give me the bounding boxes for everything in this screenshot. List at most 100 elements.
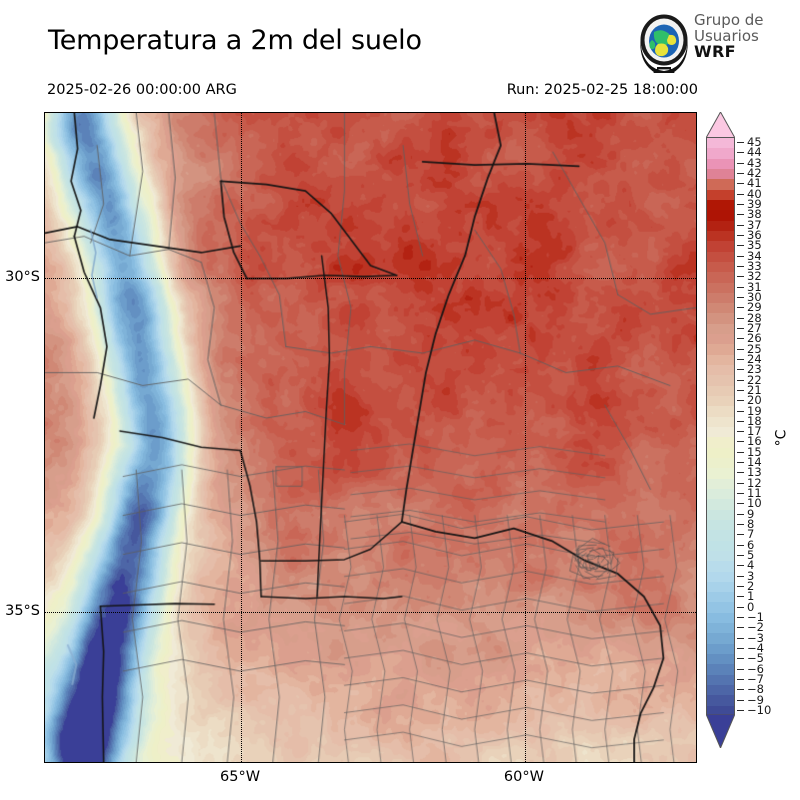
colorbar-tick-label: 21 (747, 382, 762, 397)
colorbar-segment (707, 695, 734, 707)
colorbar-tick-mark (737, 524, 744, 526)
longitude-gridline (241, 113, 243, 762)
colorbar-tick-label: 7 (747, 527, 755, 542)
map-plot-area[interactable] (44, 112, 697, 763)
colorbar-tick-label: 40 (747, 186, 762, 201)
colorbar-tick-label: 41 (747, 176, 762, 191)
colorbar-tick-mark (737, 668, 744, 670)
run-time-label: Run: 2025-02-25 18:00:00 (506, 82, 698, 98)
colorbar-tick-mark (737, 534, 744, 536)
colorbar-tick-label: 12 (747, 475, 762, 490)
colorbar-tick-label: 45 (747, 135, 762, 150)
colorbar-tick-mark (737, 296, 744, 298)
colorbar-units-label: °C (773, 429, 790, 447)
colorbar-segment (707, 292, 734, 304)
colorbar-segment (707, 633, 734, 645)
colorbar-tick-label: 14 (747, 455, 762, 470)
colorbar-segment (707, 561, 734, 573)
colorbar-tick-mark (737, 503, 744, 505)
colorbar-tick-mark (737, 245, 744, 247)
colorbar-segment (707, 602, 734, 614)
colorbar-tick-mark (737, 255, 744, 257)
colorbar-segment (707, 220, 734, 232)
colorbar-tick-label: 37 (747, 217, 762, 232)
colorbar-tick-label: −2 (747, 620, 764, 635)
colorbar-tick-label: 28 (747, 310, 762, 325)
colorbar-tick-label: 31 (747, 279, 762, 294)
colorbar-tick-mark (737, 627, 744, 629)
colorbar-tick-mark (737, 204, 744, 206)
colorbar-tick-label: 10 (747, 496, 762, 511)
colorbar-segment (707, 457, 734, 469)
colorbar-tick-mark (737, 193, 744, 195)
colorbar-over-arrow-icon (706, 112, 735, 138)
colorbar-tick-label: 17 (747, 424, 762, 439)
colorbar-tick-mark (737, 286, 744, 288)
colorbar-segment (707, 334, 734, 345)
colorbar-tick-mark (737, 658, 744, 660)
latitude-tick-label: 30°S (5, 269, 40, 286)
colorbar-segment (707, 416, 734, 428)
colorbar-tick-mark (737, 338, 744, 340)
colorbar-tick-label: −1 (747, 609, 764, 624)
colorbar-tick-mark (737, 369, 744, 371)
colorbar-tick-label: 11 (747, 486, 762, 501)
colorbar-tick-label: 34 (747, 248, 762, 263)
colorbar-segment (707, 478, 734, 490)
longitude-gridline (524, 113, 526, 762)
colorbar-segment (707, 664, 734, 676)
colorbar-segment (707, 168, 734, 180)
colorbar-segment (707, 323, 734, 335)
colorbar-tick-label: 0 (747, 599, 755, 614)
colorbar-segment (707, 261, 734, 273)
colorbar-segment (707, 210, 734, 222)
colorbar-segment (707, 654, 734, 665)
colorbar-tick-mark (737, 214, 744, 216)
colorbar-tick-mark (737, 235, 744, 237)
colorbar-segment (707, 519, 734, 531)
colorbar-segment (707, 354, 734, 366)
colorbar-tick-mark (737, 431, 744, 433)
colorbar-tick-mark (737, 493, 744, 495)
colorbar-tick-mark (737, 317, 744, 319)
colorbar-tick-label: 4 (747, 558, 755, 573)
colorbar-tick-mark (737, 575, 744, 577)
colorbar-tick-mark (737, 162, 744, 164)
colorbar-segment (707, 313, 734, 325)
colorbar-tick-label: 27 (747, 320, 762, 335)
colorbar-segment (707, 530, 734, 542)
colorbar-segment (707, 189, 734, 201)
colorbar-tick-mark (737, 389, 744, 391)
colorbar-tick-mark (737, 462, 744, 464)
colorbar-tick-mark (737, 420, 744, 422)
colorbar-tick-label: 25 (747, 341, 762, 356)
logo-line-3: WRF (694, 42, 736, 61)
colorbar-segment (707, 365, 734, 376)
colorbar-segment (707, 447, 734, 459)
colorbar-tick-label: 44 (747, 145, 762, 160)
logo-line-1: Grupo de (694, 11, 764, 29)
colorbar-segment (707, 550, 734, 562)
colorbar-tick-mark (737, 266, 744, 268)
colorbar-tick-label: 36 (747, 228, 762, 243)
colorbar-tick-mark (737, 441, 744, 443)
latitude-gridline (45, 278, 696, 280)
colorbar-segment (707, 592, 734, 604)
colorbar-tick-label: 8 (747, 517, 755, 532)
colorbar-segment (707, 509, 734, 521)
colorbar-tick-label: 32 (747, 269, 762, 284)
colorbar-gradient (706, 137, 735, 715)
colorbar-tick-mark (737, 183, 744, 185)
colorbar-tick-label: 19 (747, 403, 762, 418)
colorbar-tick-mark (737, 224, 744, 226)
colorbar-tick-label: −8 (747, 682, 764, 697)
colorbar-tick-mark (737, 152, 744, 154)
colorbar-segment (707, 385, 734, 397)
colorbar-tick-label: −7 (747, 671, 764, 686)
colorbar-tick-label: 38 (747, 207, 762, 222)
colorbar-tick-mark (737, 472, 744, 474)
colorbar-segment (707, 251, 734, 263)
colorbar-tick-mark (737, 276, 744, 278)
colorbar-segment (707, 396, 734, 407)
colorbar-tick-mark (737, 410, 744, 412)
